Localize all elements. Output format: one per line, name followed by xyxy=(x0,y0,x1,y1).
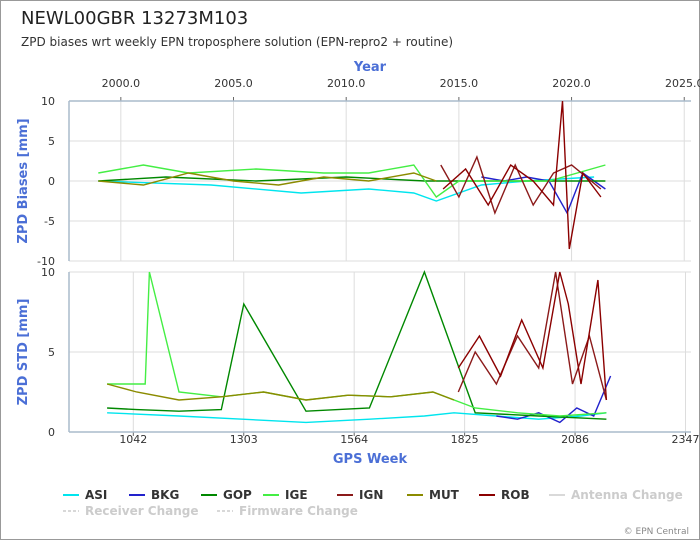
x-tick-label: 2010.0 xyxy=(327,77,366,90)
y-tick-label: 10 xyxy=(41,266,55,279)
x-tick-label: 2347 xyxy=(671,433,699,446)
legend-label: ASI xyxy=(85,488,107,502)
x-axis-title: Year xyxy=(353,60,387,75)
y-tick-label: -5 xyxy=(44,215,55,228)
y-tick-label: 0 xyxy=(48,175,55,188)
legend-item-mut[interactable]: MUT xyxy=(407,488,460,502)
y-axis-title: ZPD Biases [mm] xyxy=(16,118,31,243)
series-line-bkg xyxy=(496,375,612,424)
x-tick-label: 1303 xyxy=(230,433,258,446)
series-line-gop xyxy=(107,270,607,420)
legend-item-rob[interactable]: ROB xyxy=(479,488,530,502)
chart-title: NEWL00GBR 13273M103 xyxy=(21,8,249,29)
credit-text: © EPN Central xyxy=(623,527,689,537)
legend-item-firmware-change[interactable]: Firmware Change xyxy=(217,504,358,518)
x-tick-label: 1825 xyxy=(451,433,479,446)
legend-item-bkg[interactable]: BKG xyxy=(129,488,179,502)
legend-label: BKG xyxy=(151,488,179,502)
series-line-mut xyxy=(106,383,455,401)
y-axis-title: ZPD STD [mm] xyxy=(16,299,31,406)
y-tick-label: 5 xyxy=(48,135,55,148)
legend-label: GOP xyxy=(223,488,252,502)
legend-label: Antenna Change xyxy=(571,488,683,502)
series-line-asi xyxy=(107,412,607,424)
series-line-mut xyxy=(98,172,437,186)
bias-panel: 10 5 0 -5 -10 2000.0 2005.0 2010.0 2015.0 2020.0 2… xyxy=(16,60,700,268)
legend-item-ige[interactable]: IGE xyxy=(263,488,308,502)
legend-item-gop[interactable]: GOP xyxy=(201,488,252,502)
legend-label: Receiver Change xyxy=(85,504,199,518)
y-tick-label: 5 xyxy=(48,346,55,359)
legend-label: Firmware Change xyxy=(239,504,358,518)
legend-label: MUT xyxy=(429,488,460,502)
legend-item-ign[interactable]: IGN xyxy=(337,488,383,502)
series-line-rob xyxy=(442,100,602,250)
legend-item-receiver-change[interactable]: Receiver Change xyxy=(63,504,199,518)
x-tick-label: 2020.0 xyxy=(552,77,591,90)
legend-label: IGE xyxy=(285,488,308,502)
y-tick-label: -10 xyxy=(37,255,55,268)
series-line-gop xyxy=(98,176,606,182)
std-panel: 10 5 0 1042 1303 1564 1825 2086 2347 GPS Week ZPD … xyxy=(16,266,699,467)
x-tick-label: 2086 xyxy=(561,433,589,446)
series-line-ige xyxy=(107,271,607,417)
series-line-rob xyxy=(457,271,608,401)
series-line-asi xyxy=(98,176,595,202)
x-tick-label: 2015.0 xyxy=(440,77,479,90)
legend-item-antenna-change[interactable]: Antenna Change xyxy=(549,488,683,502)
x-tick-label: 2025.0 xyxy=(665,77,700,90)
x-tick-label: 1042 xyxy=(119,433,147,446)
x-tick-label: 2005.0 xyxy=(214,77,253,90)
chart-subtitle: ZPD biases wrt weekly EPN troposphere so… xyxy=(21,35,454,49)
series-line-ign xyxy=(457,271,608,401)
series-line-ige xyxy=(98,164,606,198)
legend-label: ROB xyxy=(501,488,530,502)
x-axis-title: GPS Week xyxy=(333,452,408,467)
legend-item-asi[interactable]: ASI xyxy=(63,488,107,502)
y-tick-label: 0 xyxy=(48,426,55,439)
legend[interactable]: ASI BKG GOP IGE IGN MUT ROB Antenna Change Recei… xyxy=(63,488,683,518)
y-tick-label: 10 xyxy=(41,95,55,108)
legend-label: IGN xyxy=(359,488,383,502)
x-tick-label: 2000.0 xyxy=(102,77,141,90)
x-tick-label: 1564 xyxy=(340,433,368,446)
